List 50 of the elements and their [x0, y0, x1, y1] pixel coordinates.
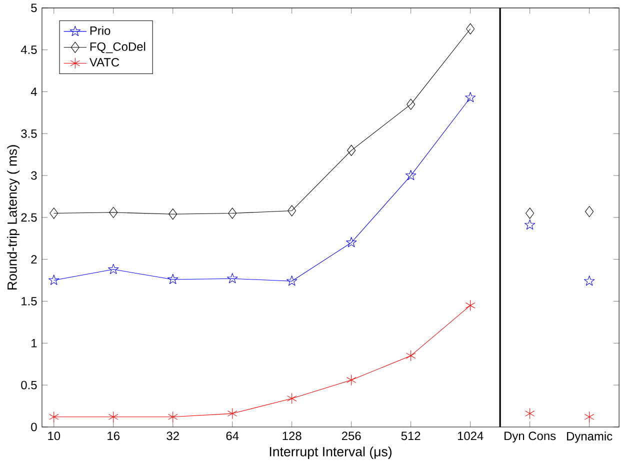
x-tick-label: 10	[48, 432, 60, 440]
point	[227, 273, 238, 284]
point	[48, 274, 60, 285]
y-tick-label: 1.5	[22, 297, 37, 306]
y-tick-label: 4.5	[20, 46, 37, 54]
point	[406, 350, 416, 362]
point	[108, 264, 119, 274]
x-tick-label: 128	[282, 432, 302, 440]
x-axis-title: Interrupt Interval (μs)	[270, 446, 392, 459]
y-tick-label: 0.5	[21, 380, 37, 390]
point	[168, 274, 178, 284]
y-tick-label: 5	[31, 4, 37, 12]
legend-label: VATC	[89, 58, 120, 67]
point	[406, 98, 416, 110]
point	[288, 205, 296, 216]
x-tick-label: 16	[108, 432, 120, 440]
point	[406, 170, 416, 180]
y-tick-label: 1	[32, 339, 37, 348]
point	[227, 408, 238, 420]
point	[346, 237, 357, 248]
point	[465, 300, 476, 312]
point	[346, 374, 356, 386]
y-tick-label: 2	[31, 255, 37, 264]
x-tick-label: 1024	[458, 432, 484, 440]
point	[108, 411, 118, 422]
point	[168, 208, 178, 220]
point	[228, 208, 237, 219]
point	[49, 411, 59, 422]
x-tick-label: 32	[166, 432, 179, 440]
y-tick-label: 3.5	[21, 129, 37, 138]
y-tick-label: 3	[31, 171, 37, 180]
point	[466, 23, 475, 34]
x-tick-label: Dyn Cons	[504, 432, 556, 442]
point	[286, 392, 297, 404]
x-tick-label: 64	[226, 432, 239, 440]
y-tick-label: 2.5	[21, 213, 37, 222]
point	[286, 276, 298, 286]
y-tick-label: 4	[30, 88, 37, 96]
x-tick-label: Dynamic	[567, 432, 612, 443]
legend-label: Prio	[90, 26, 110, 35]
legend-label: FQ_CoDel	[90, 42, 146, 54]
point	[347, 144, 356, 156]
y-tick-label: 0	[31, 422, 37, 432]
point	[50, 208, 58, 219]
x-tick-label: 512	[401, 432, 420, 440]
y-axis-title: Round-trip Latency ( ms)	[7, 145, 20, 290]
point	[109, 206, 118, 218]
point	[168, 411, 178, 422]
x-tick-label: 256	[342, 432, 361, 440]
point	[465, 92, 476, 102]
